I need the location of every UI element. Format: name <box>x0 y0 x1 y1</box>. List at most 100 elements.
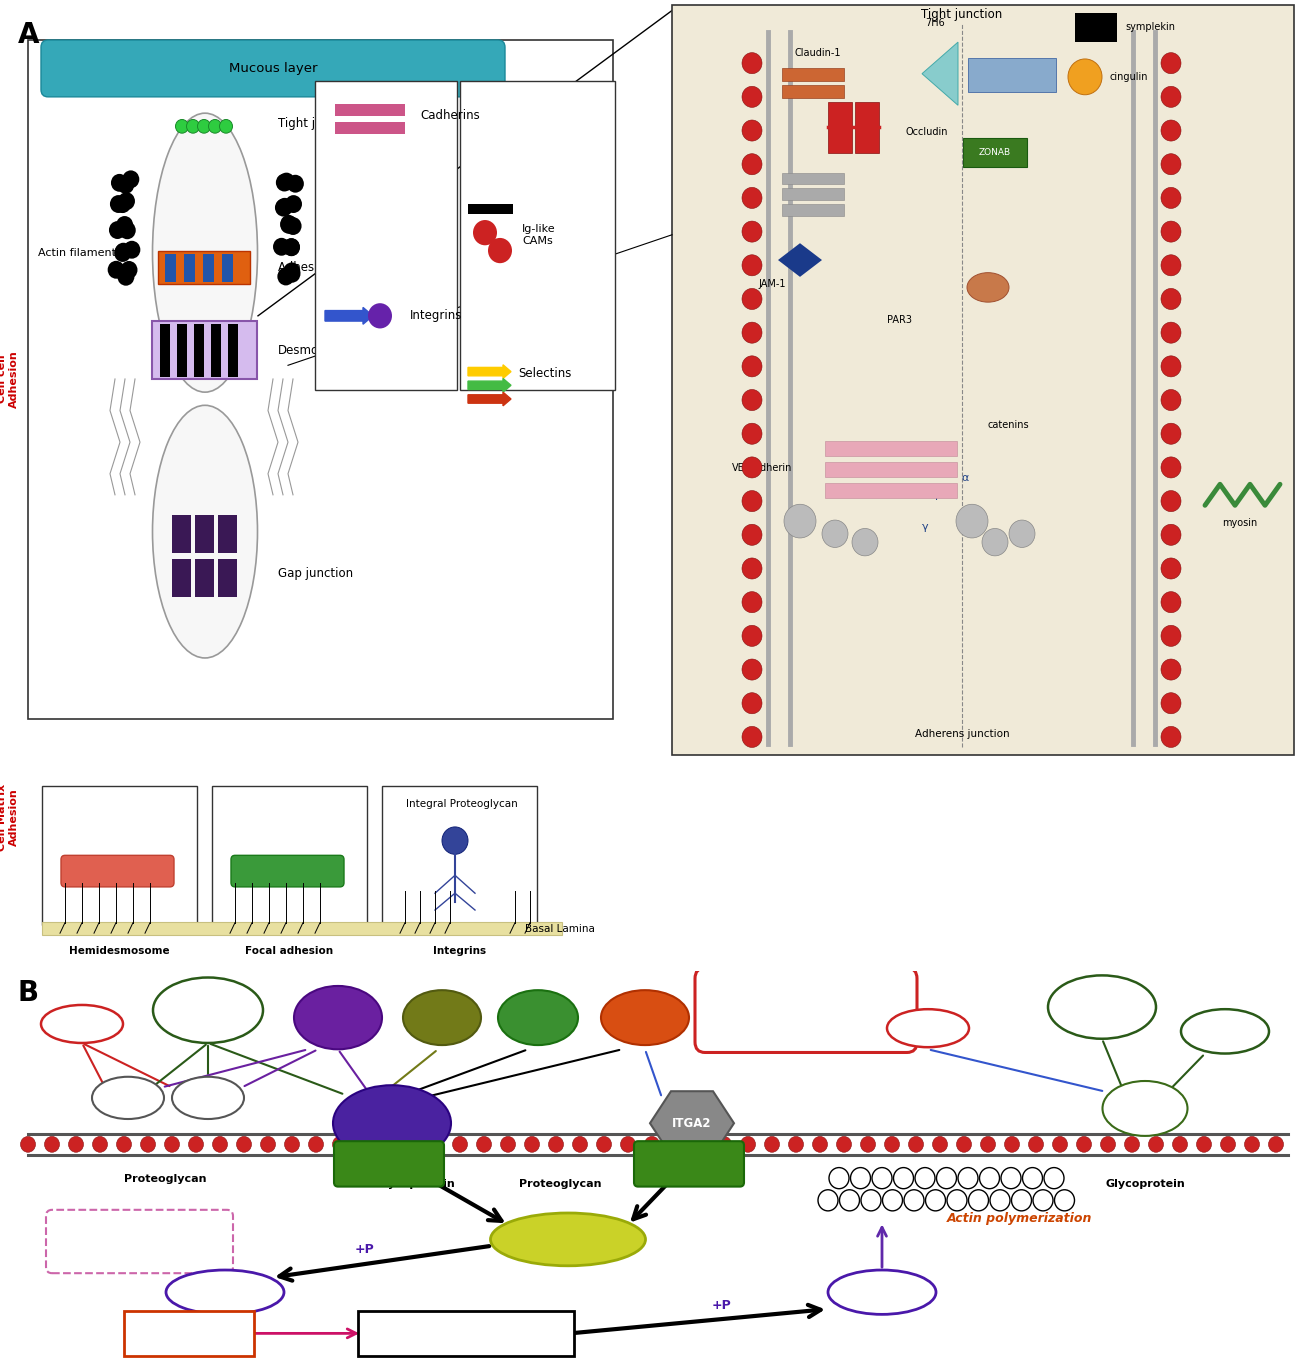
Polygon shape <box>922 42 958 105</box>
Circle shape <box>926 1189 945 1211</box>
Circle shape <box>968 1189 988 1211</box>
Circle shape <box>936 1168 957 1188</box>
Circle shape <box>118 192 135 210</box>
FancyBboxPatch shape <box>231 855 344 887</box>
FancyBboxPatch shape <box>61 855 174 887</box>
Circle shape <box>356 1136 372 1153</box>
Circle shape <box>1011 1189 1031 1211</box>
Circle shape <box>477 1136 491 1153</box>
Text: SDC1: SDC1 <box>192 1093 224 1103</box>
Circle shape <box>716 1136 732 1153</box>
Circle shape <box>165 1136 179 1153</box>
Circle shape <box>742 592 762 612</box>
Circle shape <box>742 390 762 411</box>
Bar <box>159 251 250 284</box>
Text: symplekin: symplekin <box>1124 22 1175 33</box>
Text: LAMA5: LAMA5 <box>1086 1004 1119 1015</box>
Bar <box>227 325 238 376</box>
Ellipse shape <box>887 1009 968 1048</box>
Text: Tight junction: Tight junction <box>278 117 359 130</box>
Bar <box>212 786 367 925</box>
FancyBboxPatch shape <box>696 968 916 1053</box>
Circle shape <box>784 505 816 537</box>
Circle shape <box>1161 423 1180 445</box>
Circle shape <box>1161 491 1180 512</box>
Circle shape <box>198 120 211 134</box>
Text: ITGB: ITGB <box>672 1158 706 1170</box>
FancyArrow shape <box>325 307 373 325</box>
Bar <box>826 441 957 456</box>
Ellipse shape <box>152 113 257 393</box>
Circle shape <box>1161 288 1180 310</box>
Text: Basal Lamina: Basal Lamina <box>525 923 595 934</box>
Circle shape <box>122 170 139 188</box>
Circle shape <box>836 1136 852 1153</box>
Ellipse shape <box>152 405 257 657</box>
Text: CoL6A2: CoL6A2 <box>62 1019 101 1028</box>
Text: LAMC1: LAMC1 <box>1086 988 1119 997</box>
Text: Claudin-5: Claudin-5 <box>794 175 841 184</box>
Text: LAMA5: LAMA5 <box>191 1007 225 1016</box>
Circle shape <box>742 221 762 243</box>
Circle shape <box>620 1136 636 1153</box>
Text: Cadherins: Cadherins <box>420 109 480 123</box>
Text: +P: +P <box>355 1243 374 1256</box>
Circle shape <box>1161 659 1180 681</box>
Circle shape <box>1148 1136 1164 1153</box>
Circle shape <box>283 239 300 256</box>
FancyBboxPatch shape <box>358 1311 575 1356</box>
Bar <box>172 559 191 597</box>
Bar <box>152 321 257 379</box>
Text: ITGB: ITGB <box>373 1158 406 1170</box>
Circle shape <box>1053 1136 1067 1153</box>
Text: DAG1: DAG1 <box>1127 1102 1162 1114</box>
Circle shape <box>742 154 762 175</box>
Bar <box>783 188 844 201</box>
Text: ITGA2: ITGA2 <box>672 1117 712 1129</box>
Circle shape <box>500 1136 516 1153</box>
Ellipse shape <box>92 1076 164 1118</box>
Circle shape <box>742 625 762 647</box>
Circle shape <box>829 1168 849 1188</box>
Text: SRC: SRC <box>551 1232 585 1247</box>
Circle shape <box>1076 1136 1092 1153</box>
Circle shape <box>116 216 133 235</box>
Ellipse shape <box>172 1076 244 1118</box>
Circle shape <box>118 221 135 239</box>
Ellipse shape <box>1048 975 1156 1039</box>
Circle shape <box>283 262 300 281</box>
Ellipse shape <box>403 990 481 1045</box>
Circle shape <box>1161 221 1180 243</box>
Circle shape <box>1161 154 1180 175</box>
Circle shape <box>111 173 127 192</box>
Circle shape <box>276 173 292 191</box>
Text: LAMC1: LAMC1 <box>191 989 225 1000</box>
Text: IBSP: IBSP <box>521 1011 555 1024</box>
Ellipse shape <box>1102 1082 1187 1136</box>
Circle shape <box>121 261 138 278</box>
Circle shape <box>742 187 762 209</box>
Circle shape <box>861 1189 881 1211</box>
Bar <box>672 5 1294 754</box>
Circle shape <box>1161 120 1180 140</box>
FancyArrow shape <box>468 364 511 378</box>
Ellipse shape <box>490 1213 646 1266</box>
Circle shape <box>572 1136 588 1153</box>
Bar <box>855 102 879 153</box>
Bar <box>335 123 406 134</box>
Bar <box>335 104 406 116</box>
Circle shape <box>789 1136 803 1153</box>
Text: Cell cell
Adhesion: Cell cell Adhesion <box>0 351 18 408</box>
Circle shape <box>812 1136 828 1153</box>
Circle shape <box>473 220 497 246</box>
Circle shape <box>1161 322 1180 344</box>
Text: MYL2: MYL2 <box>866 1286 898 1299</box>
Text: Proteoglycan: Proteoglycan <box>124 1174 207 1184</box>
Circle shape <box>308 1136 324 1153</box>
Text: Mucous layer: Mucous layer <box>229 61 317 75</box>
Circle shape <box>188 1136 204 1153</box>
Bar <box>165 254 176 282</box>
Circle shape <box>742 120 762 140</box>
Circle shape <box>114 195 131 213</box>
Circle shape <box>1005 1136 1019 1153</box>
